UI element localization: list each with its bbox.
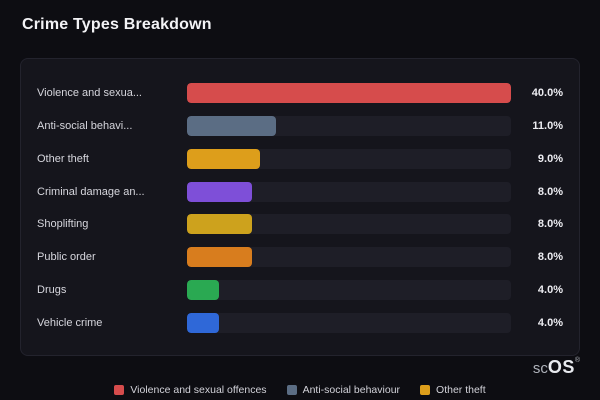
value-label: 8.0% xyxy=(537,185,563,198)
bar-track xyxy=(187,312,511,333)
bar-row: Vehicle crime 4.0% xyxy=(37,312,563,333)
bar-row: Violence and sexua... 40.0% xyxy=(37,83,563,104)
bar-drugs[interactable] xyxy=(187,279,220,300)
bar-other-theft[interactable] xyxy=(187,148,260,169)
legend-item-other-theft[interactable]: Other theft xyxy=(420,384,486,396)
value-label: 4.0% xyxy=(537,283,563,296)
legend-label: Anti-social behaviour xyxy=(302,384,401,396)
value-label: 11.0% xyxy=(532,120,563,133)
bar-public-order[interactable] xyxy=(187,247,252,268)
bar-track xyxy=(187,116,511,137)
value-label: 8.0% xyxy=(537,218,563,231)
legend-item-anti-social[interactable]: Anti-social behaviour xyxy=(286,384,401,396)
logo-registered-mark: ® xyxy=(574,357,580,364)
bar-row: Anti-social behavi... 11.0% xyxy=(37,116,563,137)
legend-label: Violence and sexual offences xyxy=(130,384,267,396)
category-label: Public order xyxy=(37,251,96,264)
bar-criminal-damage[interactable] xyxy=(187,181,252,202)
crime-types-chart: Violence and sexua... 40.0% Anti-social … xyxy=(20,58,580,356)
value-label: 40.0% xyxy=(531,87,563,100)
category-label: Other theft xyxy=(37,152,89,165)
bar-track xyxy=(187,214,511,235)
bar-row: Public order 8.0% xyxy=(37,247,563,268)
bar-row: Drugs 4.0% xyxy=(37,279,563,300)
bar-track xyxy=(187,181,511,202)
legend-swatch-other-theft xyxy=(420,385,431,395)
chart-legend: Violence and sexual offences Anti-social… xyxy=(0,384,600,400)
page-title: Crime Types Breakdown xyxy=(22,16,212,33)
legend-swatch-anti-social xyxy=(286,385,297,395)
bar-row: Other theft 9.0% xyxy=(37,148,563,169)
category-label: Anti-social behavi... xyxy=(37,120,133,133)
value-label: 9.0% xyxy=(537,152,563,165)
category-label: Criminal damage an... xyxy=(37,185,145,198)
category-label: Vehicle crime xyxy=(37,316,103,329)
logo-suffix: OS xyxy=(547,357,575,377)
legend-item-violence[interactable]: Violence and sexual offences xyxy=(114,384,267,396)
bar-track xyxy=(187,83,511,104)
legend-label: Other theft xyxy=(436,384,486,396)
bar-vehicle-crime[interactable] xyxy=(187,312,220,333)
bar-track xyxy=(187,279,511,300)
bar-row: Shoplifting 8.0% xyxy=(37,214,563,235)
category-label: Violence and sexua... xyxy=(37,87,142,100)
bar-shoplifting[interactable] xyxy=(187,214,252,235)
bar-violence[interactable] xyxy=(187,83,511,104)
value-label: 8.0% xyxy=(537,251,563,264)
bar-track xyxy=(187,247,511,268)
legend-swatch-violence xyxy=(114,385,125,395)
bar-track xyxy=(187,148,511,169)
category-label: Drugs xyxy=(37,283,67,296)
bar-row: Criminal damage an... 8.0% xyxy=(37,181,563,202)
value-label: 4.0% xyxy=(537,316,563,329)
category-label: Shoplifting xyxy=(37,218,89,231)
logo-prefix: sc xyxy=(532,360,548,377)
scos-logo: scOS® xyxy=(533,357,580,378)
bar-anti-social[interactable] xyxy=(187,116,277,137)
